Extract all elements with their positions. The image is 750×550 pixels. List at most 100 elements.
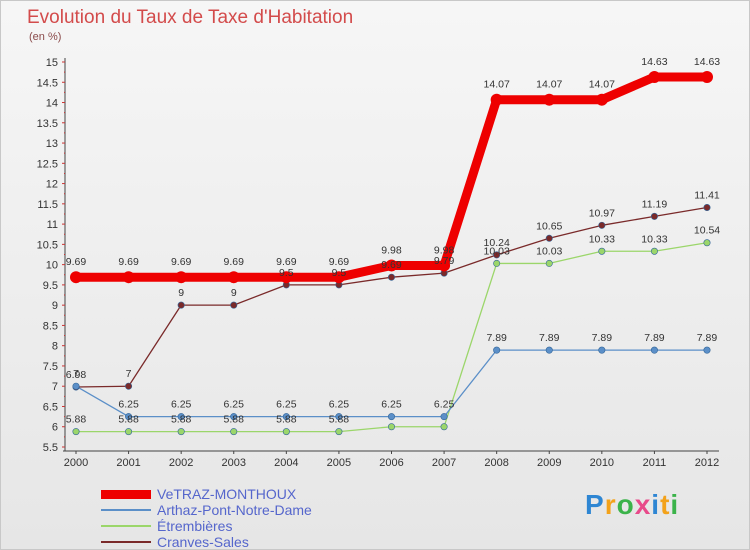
legend-label: Arthaz-Pont-Notre-Dame [157,502,312,518]
data-point [598,346,606,354]
y-tick-label: 7.5 [43,361,58,373]
data-point [493,259,501,267]
x-tick-label: 2002 [169,457,193,469]
data-point [438,259,451,272]
y-tick-label: 14 [46,98,58,110]
y-tick-label: 6 [52,422,58,434]
legend-item: Cranves-Sales [101,534,312,550]
data-point [177,413,185,421]
data-label: 14.63 [694,56,720,68]
legend-label: Cranves-Sales [157,534,249,550]
data-label: 9.98 [381,244,402,256]
data-label: 6.25 [118,399,139,411]
data-label: 11.41 [694,189,720,201]
data-point [125,413,133,421]
y-tick-label: 6.5 [43,401,58,413]
data-label: 10.03 [484,245,510,257]
data-point [650,212,658,220]
data-label: 5.88 [329,414,350,426]
y-tick-label: 10.5 [37,239,58,251]
legend-item: Arthaz-Pont-Notre-Dame [101,502,312,518]
data-label: 6.25 [224,399,245,411]
data-label: 7.89 [592,332,613,344]
data-label: 7.89 [486,332,507,344]
logo-letter: r [604,489,617,520]
data-label: 10.03 [536,245,562,257]
x-tick-label: 2000 [64,457,88,469]
logo-letter: P [585,489,605,520]
logo-letter: i [670,489,680,520]
y-tick-label: 13.5 [37,118,58,130]
y-tick-label: 12 [46,179,58,191]
data-label: 9.69 [118,256,139,268]
data-point [701,70,713,83]
data-label: 9.5 [279,267,294,279]
data-point [282,428,290,436]
y-tick-label: 8.5 [43,320,58,332]
data-point [230,428,238,436]
legend-swatch [101,509,151,511]
data-label: 5.88 [118,414,139,426]
data-point [72,428,80,436]
chart-unit-label: (en %) [29,31,62,43]
y-tick-label: 15 [46,57,58,69]
data-label: 11.19 [642,198,668,210]
legend-label: VeTRAZ-MONTHOUX [157,486,297,502]
data-point [650,346,658,354]
legend-swatch [101,489,151,499]
data-label: 7.89 [644,332,665,344]
logo-letter: x [634,489,652,520]
x-tick-label: 2006 [379,457,403,469]
data-point [125,428,133,436]
data-label: 9 [178,287,184,299]
data-label: 7 [73,368,79,380]
x-tick-label: 2009 [537,457,561,469]
data-label: 9.79 [434,255,455,267]
data-label: 9.69 [329,256,350,268]
data-label: 10.97 [589,207,615,219]
data-point [70,271,82,284]
data-label: 9.5 [332,267,347,279]
data-point [543,93,556,106]
chart-title: Evolution du Taux de Taxe d'Habitation [27,7,354,28]
data-label: 9 [231,287,237,299]
data-label: 6.25 [329,399,350,411]
data-point [703,346,711,354]
legend: VeTRAZ-MONTHOUX Arthaz-Pont-Notre-Dame Étr… [101,486,312,550]
data-label: 14.07 [589,79,615,91]
x-tick-label: 2010 [590,457,614,469]
data-point [230,301,238,309]
data-label: 5.88 [66,414,87,426]
data-point [385,259,398,272]
data-label: 9.69 [171,256,192,268]
x-tick-label: 2007 [432,457,456,469]
data-label: 7.89 [539,332,560,344]
legend-swatch [101,525,151,527]
x-tick-label: 2008 [484,457,508,469]
data-point [177,301,185,309]
data-label: 10.33 [641,233,667,245]
data-label: 5.88 [171,414,192,426]
legend-label: Étrembières [157,518,233,534]
x-tick-label: 2005 [327,457,351,469]
data-label: 9.69 [276,256,297,268]
series-points [70,70,713,436]
data-point [545,259,553,267]
y-tick-label: 11.5 [37,199,58,211]
data-point [175,271,188,284]
data-point [490,93,503,106]
data-point [280,271,293,284]
legend-item: VeTRAZ-MONTHOUX [101,486,312,502]
data-point [493,251,501,259]
data-label: 6.25 [381,399,402,411]
data-point [387,413,395,421]
data-label: 14.63 [641,56,667,68]
data-label: 9.69 [381,259,402,271]
data-label: 10.33 [589,233,615,245]
data-point [125,382,133,390]
data-point [335,413,343,421]
y-tick-label: 9.5 [43,280,58,292]
data-point [703,239,711,247]
data-label: 6.25 [434,399,455,411]
